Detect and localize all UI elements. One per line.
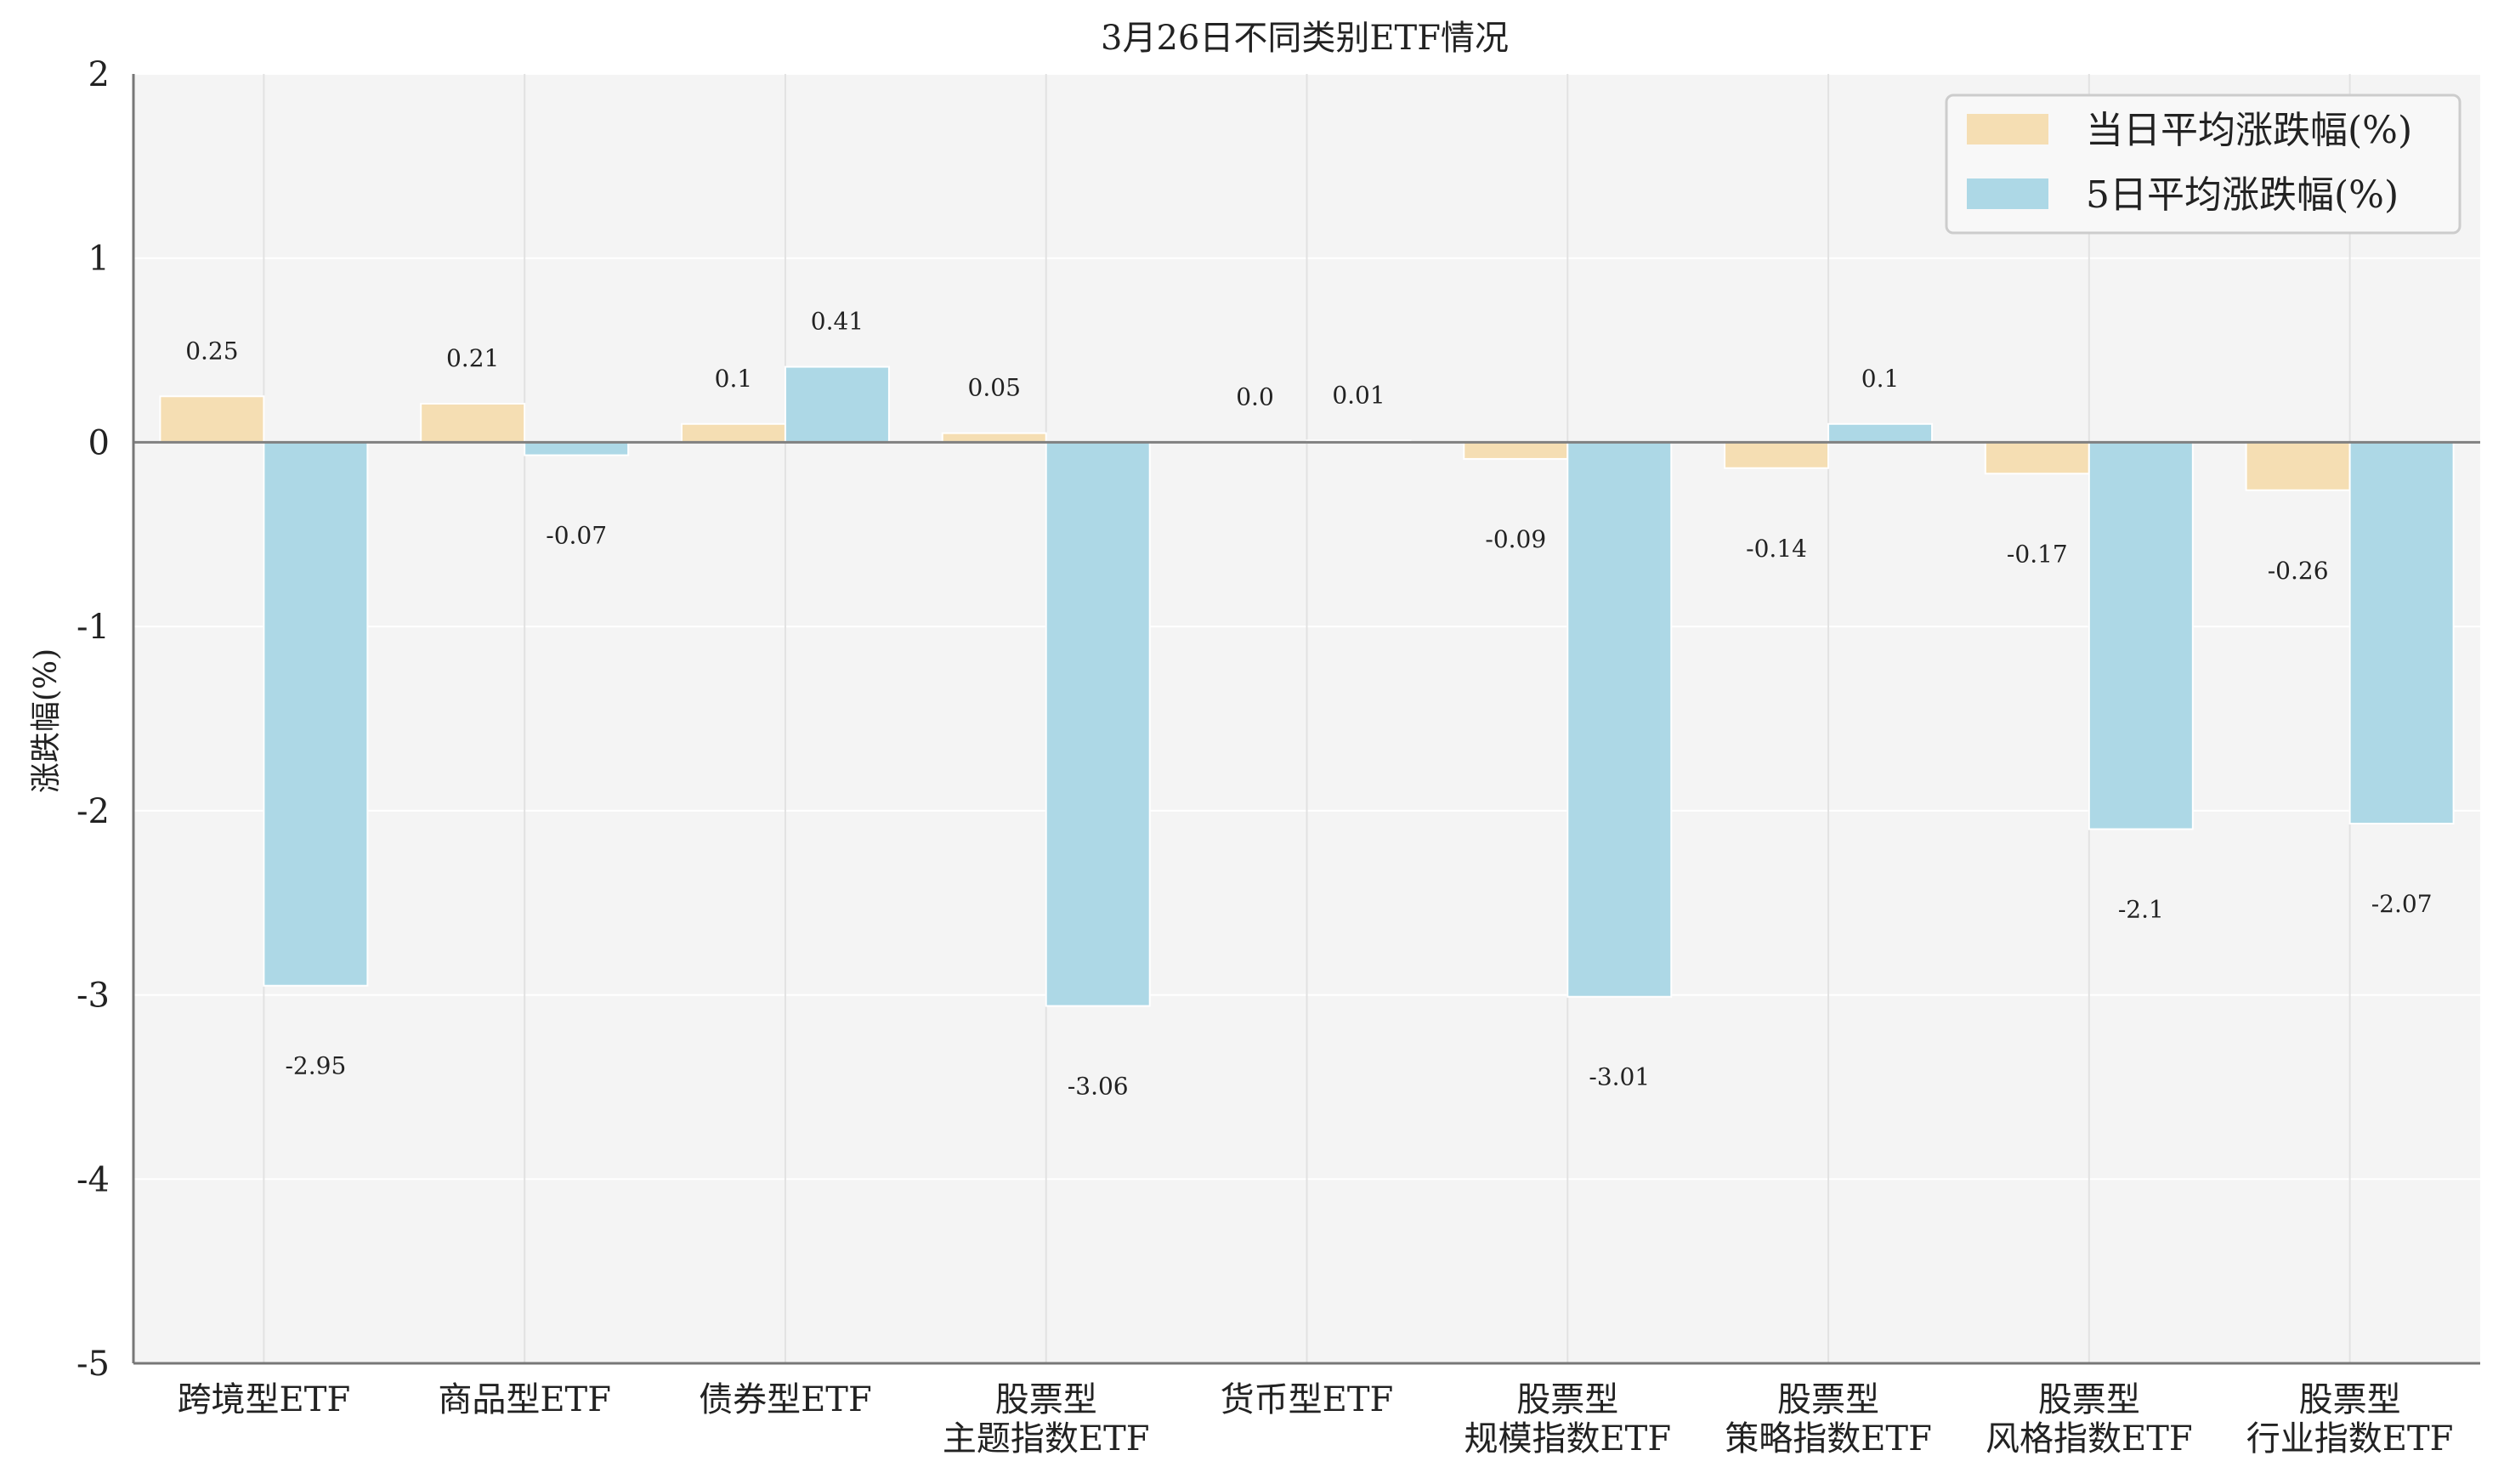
- y-tick-label: -3: [76, 977, 110, 1016]
- y-tick-label: 2: [88, 55, 110, 94]
- legend-swatch: [1967, 178, 2048, 209]
- data-label-daily: 0.25: [185, 337, 238, 365]
- y-tick-label: 0: [88, 423, 110, 462]
- bar-daily: [420, 402, 526, 444]
- x-tick-label: 行业指数ETF: [2246, 1419, 2454, 1459]
- bar-5day: [263, 441, 369, 987]
- data-label-daily: -0.17: [2007, 540, 2068, 568]
- x-tick-label: 股票型: [2038, 1380, 2140, 1419]
- plot-area: -5 -4 -3 -2 -1 0 1 2 0.25 -2.95 跨境型ETF 0.21 -0.07 商品型…: [76, 55, 2480, 1459]
- legend-box: [1945, 93, 2462, 235]
- data-label-5day: -2.95: [285, 1052, 346, 1080]
- bar-daily: [1724, 441, 1830, 469]
- y-tick-label: -5: [76, 1345, 110, 1384]
- data-label-daily: 0.05: [968, 374, 1021, 402]
- bar-daily: [680, 422, 786, 444]
- x-tick-label: 股票型: [2299, 1380, 2401, 1419]
- legend: 当日平均涨跌幅(%) 5日平均涨跌幅(%): [1945, 93, 2462, 235]
- chart-title: 3月26日不同类别ETF情况: [1101, 19, 1509, 58]
- x-tick-label: 股票型: [995, 1380, 1097, 1419]
- x-tick-label: 主题指数ETF: [943, 1419, 1150, 1459]
- data-label-daily: 0.1: [715, 365, 753, 393]
- x-tick-label: 货币型ETF: [1221, 1380, 1394, 1419]
- x-tick-label: 跨境型ETF: [178, 1380, 351, 1419]
- bar-5day: [524, 441, 630, 456]
- x-tick-label: 策略指数ETF: [1725, 1419, 1932, 1459]
- x-tick-label: 风格指数ETF: [1986, 1419, 2193, 1459]
- data-label-daily: -0.14: [1746, 535, 1807, 563]
- x-tick-label: 规模指数ETF: [1464, 1419, 1671, 1459]
- data-label-5day: -2.1: [2118, 896, 2164, 924]
- bar-5day: [1045, 441, 1151, 1007]
- legend-label: 5日平均涨跌幅(%): [2086, 173, 2399, 217]
- y-tick-label: -1: [76, 608, 110, 647]
- bar-5day: [2348, 441, 2455, 825]
- data-label-daily: -0.26: [2268, 557, 2329, 585]
- y-axis-label: 涨跌幅(%): [29, 649, 64, 793]
- data-label-5day: -3.01: [1589, 1063, 1650, 1091]
- legend-label: 当日平均涨跌幅(%): [2086, 109, 2412, 152]
- bar-daily: [159, 395, 265, 444]
- data-label-daily: 0.21: [446, 344, 499, 372]
- data-label-5day: 0.01: [1332, 381, 1385, 409]
- y-tick-label: -4: [76, 1160, 110, 1199]
- y-tick-label: 1: [88, 240, 110, 279]
- data-label-5day: -0.07: [546, 522, 607, 550]
- x-tick-label: 股票型: [1516, 1380, 1618, 1419]
- x-tick-label: 债券型ETF: [699, 1380, 872, 1419]
- bar-daily: [941, 432, 1047, 444]
- data-label-5day: 0.41: [811, 308, 864, 336]
- x-tick-label: 股票型: [1777, 1380, 1879, 1419]
- bar-5day: [1566, 441, 1673, 998]
- data-label-daily: 0.0: [1236, 382, 1274, 411]
- data-label-daily: -0.09: [1485, 525, 1546, 553]
- bar-daily: [1984, 441, 2090, 475]
- bar-5day: [784, 365, 890, 444]
- x-tick-label: 商品型ETF: [438, 1380, 611, 1419]
- data-label-5day: -3.06: [1068, 1073, 1129, 1101]
- data-label-5day: 0.1: [1861, 365, 1900, 393]
- bar-daily: [1463, 441, 1569, 460]
- bar-daily: [2245, 441, 2351, 491]
- y-tick-label: -2: [76, 792, 110, 831]
- bar-5day: [1827, 422, 1934, 444]
- bar-5day: [2088, 441, 2194, 830]
- data-label-5day: -2.07: [2371, 890, 2433, 918]
- legend-swatch: [1967, 114, 2048, 144]
